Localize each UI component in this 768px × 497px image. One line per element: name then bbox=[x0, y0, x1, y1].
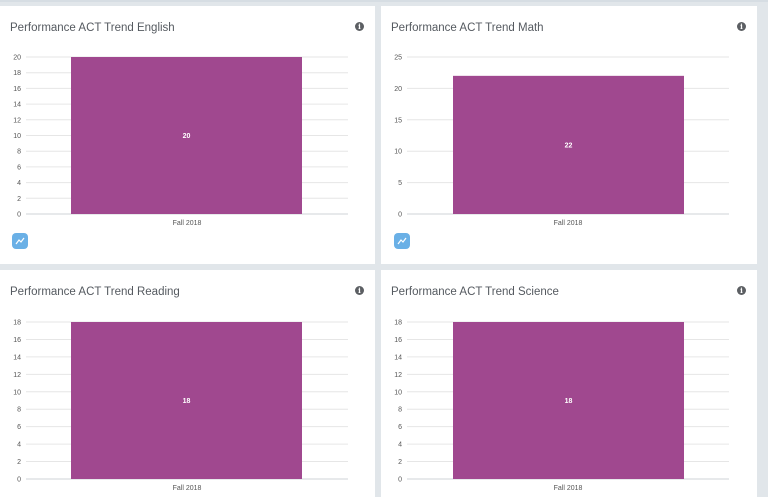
y-tick-label: 12 bbox=[13, 372, 21, 379]
bar bbox=[71, 322, 302, 479]
x-category-label: Fall 2018 bbox=[554, 485, 583, 492]
y-tick-label: 8 bbox=[398, 407, 402, 414]
data-label: 18 bbox=[183, 398, 191, 405]
y-tick-label: 16 bbox=[394, 337, 402, 344]
y-tick-label: 2 bbox=[17, 196, 21, 203]
trend-chart-button[interactable] bbox=[394, 233, 410, 249]
y-tick-label: 4 bbox=[17, 180, 21, 187]
chart-title: Performance ACT Trend Math bbox=[391, 22, 544, 34]
y-tick-label: 14 bbox=[13, 354, 21, 361]
y-tick-label: 0 bbox=[398, 212, 402, 219]
y-tick-label: 8 bbox=[17, 149, 21, 156]
y-tick-label: 2 bbox=[17, 459, 21, 466]
y-tick-label: 10 bbox=[394, 389, 402, 396]
trend-line-icon bbox=[397, 237, 407, 245]
chart-card-math: Performance ACT Trend Math i 0 5 10 15 20 25 2… bbox=[381, 6, 757, 264]
x-category-label: Fall 2018 bbox=[554, 220, 583, 227]
y-tick-label: 8 bbox=[17, 407, 21, 414]
y-tick-label: 18 bbox=[13, 320, 21, 327]
y-tick-label: 18 bbox=[394, 320, 402, 327]
y-tick-label: 4 bbox=[17, 442, 21, 449]
y-tick-label: 10 bbox=[394, 149, 402, 156]
data-label: 18 bbox=[565, 398, 573, 405]
trend-line-icon bbox=[15, 237, 25, 245]
bar-chart-math: 0 5 10 15 20 25 22 Fall 2018 bbox=[394, 55, 729, 227]
y-tick-label: 6 bbox=[398, 424, 402, 431]
chart-card-english: Performance ACT Trend English i 0 2 4 6 8 10 1… bbox=[0, 6, 375, 264]
y-tick-label: 25 bbox=[394, 55, 402, 62]
y-tick-label: 14 bbox=[394, 354, 402, 361]
y-tick-label: 16 bbox=[13, 337, 21, 344]
x-category-label: Fall 2018 bbox=[173, 220, 202, 227]
bar bbox=[453, 75, 684, 214]
y-tick-label: 12 bbox=[13, 117, 21, 124]
data-label: 20 bbox=[183, 133, 191, 140]
chart-title: Performance ACT Trend English bbox=[10, 22, 175, 34]
info-icon[interactable]: i bbox=[737, 22, 746, 31]
bar bbox=[453, 322, 684, 479]
y-tick-label: 20 bbox=[394, 86, 402, 93]
y-tick-label: 4 bbox=[398, 442, 402, 449]
y-tick-label: 5 bbox=[398, 180, 402, 187]
y-tick-label: 20 bbox=[13, 55, 21, 62]
y-tick-label: 0 bbox=[398, 477, 402, 484]
chart-card-reading: Performance ACT Trend Reading i 0 2 4 6 8 10 1… bbox=[0, 270, 375, 497]
bar bbox=[71, 57, 302, 214]
bar-chart-english: 0 2 4 6 8 10 12 14 16 18 20 20 Fall 2018 bbox=[13, 55, 348, 227]
trend-chart-button[interactable] bbox=[12, 233, 28, 249]
data-label: 22 bbox=[565, 142, 573, 149]
y-tick-label: 6 bbox=[17, 164, 21, 171]
y-tick-label: 10 bbox=[13, 133, 21, 140]
bar-chart-science: 0 2 4 6 8 10 12 14 16 18 18 Fall 2018 bbox=[394, 320, 729, 492]
top-divider bbox=[0, 0, 768, 2]
y-tick-label: 0 bbox=[17, 477, 21, 484]
info-icon[interactable]: i bbox=[737, 286, 746, 295]
y-tick-label: 10 bbox=[13, 389, 21, 396]
y-tick-label: 16 bbox=[13, 86, 21, 93]
chart-title: Performance ACT Trend Reading bbox=[10, 286, 180, 298]
y-tick-label: 0 bbox=[17, 212, 21, 219]
chart-card-science: Performance ACT Trend Science i 0 2 4 6 8 10 1… bbox=[381, 270, 757, 497]
chart-title: Performance ACT Trend Science bbox=[391, 286, 559, 298]
info-icon[interactable]: i bbox=[355, 22, 364, 31]
y-tick-label: 2 bbox=[398, 459, 402, 466]
info-icon[interactable]: i bbox=[355, 286, 364, 295]
x-category-label: Fall 2018 bbox=[173, 485, 202, 492]
y-tick-label: 18 bbox=[13, 70, 21, 77]
y-tick-label: 15 bbox=[394, 117, 402, 124]
y-tick-label: 12 bbox=[394, 372, 402, 379]
y-tick-label: 14 bbox=[13, 102, 21, 109]
bar-chart-reading: 0 2 4 6 8 10 12 14 16 18 18 Fall 2018 bbox=[13, 320, 348, 492]
y-tick-label: 6 bbox=[17, 424, 21, 431]
